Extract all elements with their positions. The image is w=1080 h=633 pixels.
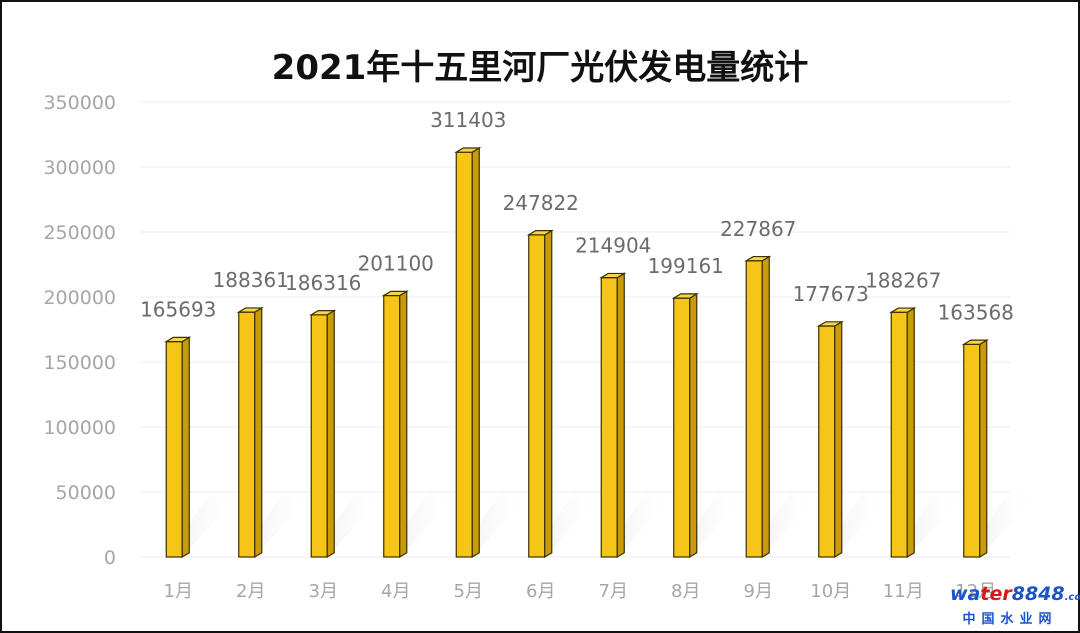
x-tick-label: 12月 [955, 581, 996, 602]
data-label: 201100 [358, 252, 434, 276]
y-tick-label: 350000 [43, 92, 116, 114]
bar-top [744, 255, 772, 262]
bar-top [236, 307, 264, 313]
chart-title: 2021年十五里河厂光伏发电量统计 [271, 48, 809, 88]
y-axis-ticks: 0 50000 100000 150000 200000 250000 300000 3500… [43, 92, 116, 569]
bar-top [454, 147, 482, 153]
bar [309, 309, 337, 559]
bar-front [528, 234, 546, 558]
x-tick-label: 1月 [164, 581, 193, 602]
bar-side [181, 336, 190, 559]
bar-front [600, 277, 618, 558]
bar-top [309, 309, 337, 316]
y-tick-label: 250000 [43, 222, 116, 244]
x-tick-label: 9月 [744, 581, 773, 602]
bar [961, 339, 989, 559]
y-tick-label: 300000 [43, 157, 116, 179]
data-label: 186316 [285, 271, 361, 295]
bar [744, 255, 772, 559]
bar-side [979, 339, 988, 559]
bar [526, 229, 554, 559]
gridlines [140, 101, 1010, 558]
bar [816, 320, 844, 559]
bar-front [310, 314, 328, 558]
x-tick-label: 10月 [810, 581, 851, 602]
y-tick-label: 50000 [56, 482, 116, 504]
data-label: 177673 [793, 282, 869, 306]
bar-front [818, 325, 836, 558]
bar-front [455, 151, 473, 558]
bar [454, 146, 482, 559]
bar-side [471, 146, 480, 559]
bar-side [326, 309, 335, 559]
data-label: 247822 [503, 191, 579, 215]
x-tick-label: 8月 [671, 581, 700, 602]
bar-top [816, 321, 844, 327]
bar-front [673, 297, 691, 558]
bar [599, 272, 627, 559]
x-tick-label: 6月 [526, 581, 555, 602]
data-label: 311403 [430, 108, 506, 132]
bar-side [254, 306, 263, 559]
y-tick-label: 0 [104, 547, 116, 569]
x-tick-label: 4月 [381, 581, 410, 602]
bar-top [671, 293, 699, 299]
bar-side [761, 255, 770, 559]
bar [236, 306, 264, 559]
x-tick-label: 2月 [236, 581, 265, 602]
bar [381, 290, 409, 559]
data-label: 214904 [575, 234, 651, 258]
bar [889, 306, 917, 559]
bar-front [165, 340, 183, 558]
watermark-logo: water8848.com 中国水业网 [950, 583, 1080, 627]
bar-front [963, 343, 981, 558]
data-label: 199161 [648, 254, 724, 278]
data-label: 188267 [865, 268, 941, 292]
bar [671, 292, 699, 559]
x-tick-label: 7月 [599, 581, 628, 602]
y-tick-label: 200000 [43, 287, 116, 309]
data-label: 227867 [720, 217, 796, 241]
watermark-subtitle: 中国水业网 [962, 612, 1058, 627]
bar-top [599, 272, 627, 279]
watermark-brand: water8848.com [950, 583, 1080, 605]
bar-side [906, 306, 915, 559]
x-tick-label: 11月 [883, 581, 924, 602]
y-tick-label: 100000 [43, 417, 116, 439]
bar-front [383, 294, 401, 558]
bars [164, 146, 989, 559]
bar [164, 336, 192, 559]
bar-side [544, 229, 553, 559]
data-label: 163568 [938, 300, 1014, 324]
data-label: 188361 [213, 268, 289, 292]
bar-front [238, 311, 256, 558]
bar-front [745, 260, 763, 558]
bar-side [616, 272, 625, 559]
bar-top [164, 336, 192, 343]
x-tick-label: 5月 [454, 581, 483, 602]
bar-side [689, 292, 698, 559]
data-label: 165693 [140, 298, 216, 322]
x-tick-label: 3月 [309, 581, 338, 602]
bar-side [399, 290, 408, 559]
bar-top [526, 230, 554, 236]
bar-top [381, 290, 409, 297]
bar-top [889, 307, 917, 313]
x-axis-ticks: 1月 2月 3月 4月 5月 6月 7月 8月 9月 10月 11月 12月 [164, 581, 997, 602]
bar-front [890, 311, 908, 558]
bar-top [961, 339, 989, 345]
bar-side [834, 320, 843, 559]
y-tick-label: 150000 [43, 352, 116, 374]
